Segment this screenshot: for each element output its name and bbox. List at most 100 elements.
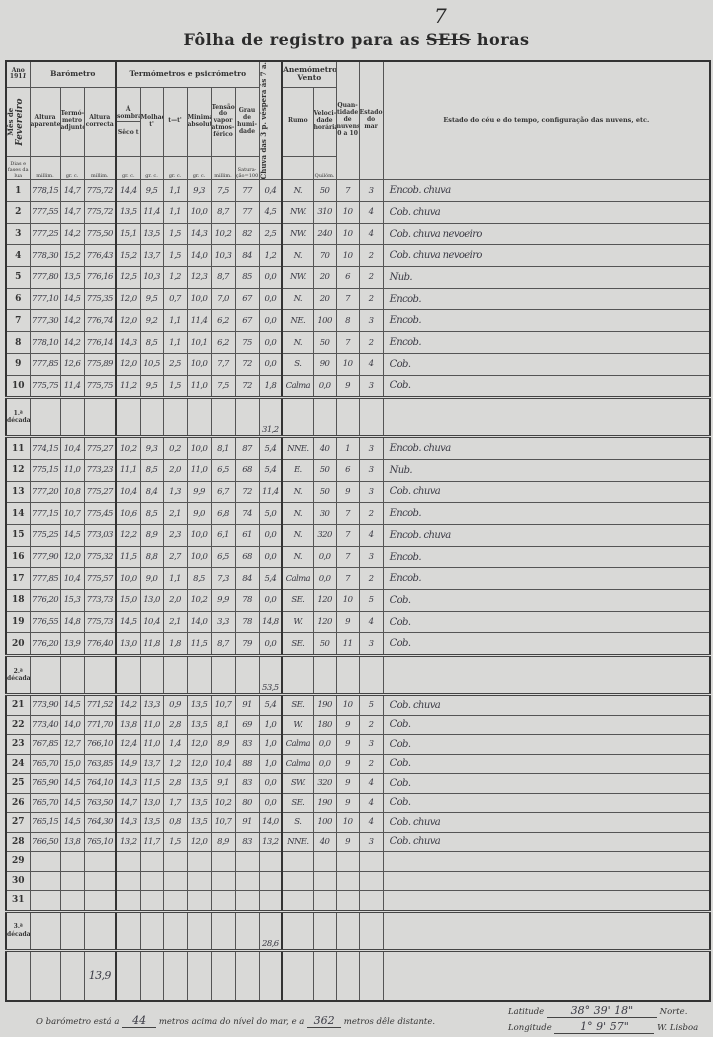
molhado-cell: 9,0 (139, 567, 164, 591)
nuvens-cell: 10 (335, 352, 360, 376)
day-number: 17 (5, 567, 31, 591)
seco-cell: 13,5 (115, 201, 141, 224)
day-number: 12 (5, 458, 31, 482)
minima-cell: 14,3 (186, 222, 212, 246)
total-alt-correcta: 13,9 (83, 948, 117, 1002)
sky-state-cell: Encob. chuva (382, 523, 711, 547)
empty-cell (234, 909, 260, 951)
termometro-adjunto-cell: 12,6 (59, 352, 85, 376)
diff-cell (162, 870, 188, 892)
humidade-cell: 84 (234, 244, 260, 268)
empty-cell (59, 396, 85, 438)
mar-cell: 4 (358, 201, 384, 224)
diff-cell: 2,0 (162, 589, 188, 612)
alt-aparente-cell: 778,15 (29, 179, 61, 203)
day-number: 3 (5, 222, 31, 246)
empty-cell (335, 909, 360, 951)
seco-cell: 15,1 (115, 222, 141, 246)
mar-cell: 3 (358, 831, 384, 853)
nuvens-cell: 6 (335, 266, 360, 289)
alt-correcta-cell: 775,57 (83, 567, 117, 591)
tensao-cell: 7,5 (210, 179, 236, 203)
seco-cell (115, 890, 141, 912)
mar-cell: 5 (358, 589, 384, 612)
tensao-cell: 7,0 (210, 287, 236, 311)
mar-cell: 2 (358, 714, 384, 736)
seco-header: Á sombra Sêco t (115, 86, 141, 157)
humidade-cell: 80 (234, 792, 260, 814)
alt-correcta-cell: 776,74 (83, 309, 117, 333)
mar-cell: 5 (358, 693, 384, 716)
tensao-cell: 8,9 (210, 831, 236, 853)
table-row: 19 776,55 14,8 775,73 14,5 10,4 2,1 14,0 3,3 78 14… (5, 610, 711, 634)
humidade-cell: 78 (234, 610, 260, 634)
termometro-adjunto-header: Termó-metro adjunto (59, 86, 85, 157)
nuvens-cell: 10 (335, 812, 360, 833)
humidade-cell: 91 (234, 812, 260, 833)
seco-cell: 12,5 (115, 266, 141, 289)
alt-correcta-cell: 773,23 (83, 458, 117, 482)
nuvens-cell: 7 (335, 331, 360, 354)
alt-aparente-cell: 777,85 (29, 567, 61, 591)
molhado-cell: 8,8 (139, 545, 164, 569)
day-number: 19 (5, 610, 31, 634)
alt-correcta-cell: 773,03 (83, 523, 117, 547)
nuvens-cell: 7 (335, 179, 360, 203)
tensao-cell: 6,5 (210, 458, 236, 482)
minima-cell: 11,0 (186, 458, 212, 482)
empty-cell (139, 909, 164, 951)
diff-cell: 1,1 (162, 179, 188, 203)
nuvens-cell: 9 (335, 714, 360, 736)
day-number: 6 (5, 287, 31, 311)
month-header: Mês de Fevereiro (5, 86, 31, 157)
termometro-adjunto-cell: 14,5 (59, 773, 85, 794)
diff-cell: 1,5 (162, 244, 188, 268)
minima-cell: 13,5 (186, 812, 212, 833)
empty-cell (5, 948, 31, 1002)
humidade-cell: 67 (234, 309, 260, 333)
mar-cell: 3 (358, 458, 384, 482)
minima-cell: 13,5 (186, 693, 212, 716)
termometro-adjunto-cell (59, 851, 85, 872)
termometro-adjunto-cell: 11,4 (59, 374, 85, 399)
velocidade-cell: 50 (312, 331, 337, 354)
rumo-cell: N. (281, 179, 314, 203)
table-row: 12 775,15 11,0 773,23 11,1 8,5 2,0 11,0 6,5 68 5,4… (5, 458, 711, 482)
diff-cell: 1,1 (162, 309, 188, 333)
rumo-cell: NW. (281, 222, 314, 246)
diff-cell: 2,1 (162, 502, 188, 525)
table-row: 16 777,90 12,0 775,32 11,5 8,8 2,7 10,0 6,5 68 0,0… (5, 545, 711, 569)
empty-cell (59, 654, 85, 696)
empty-cell (115, 396, 141, 438)
empty-cell (115, 909, 141, 951)
nuvens-cell (335, 890, 360, 912)
velocidade-cell (312, 851, 337, 872)
seco-cell: 14,4 (115, 179, 141, 203)
tensao-cell: 6,7 (210, 480, 236, 504)
humidade-cell: 83 (234, 734, 260, 755)
diff-cell: 1,7 (162, 792, 188, 814)
diff-cell: 0,9 (162, 693, 188, 716)
humidade-header: Grau de humi-dade (234, 86, 260, 157)
alt-correcta-cell (83, 890, 117, 912)
tensao-cell: 10,7 (210, 812, 236, 833)
minima-cell: 14,0 (186, 244, 212, 268)
alt-aparente-cell: 776,20 (29, 589, 61, 612)
velocidade-cell: 0,0 (312, 374, 337, 399)
sky-state-cell: Encob. chuva (382, 435, 711, 460)
tensao-cell: 3,3 (210, 610, 236, 634)
alt-aparente-cell: 773,90 (29, 693, 61, 716)
humidade-cell: 68 (234, 458, 260, 482)
termometro-adjunto-cell: 10,4 (59, 567, 85, 591)
rumo-cell: NNE. (281, 831, 314, 853)
alt-aparente-cell: 778,30 (29, 244, 61, 268)
humidade-cell: 74 (234, 502, 260, 525)
table-row: 26 765,70 14,5 763,50 14,7 13,0 1,7 13,5 10,2 80 0… (5, 792, 711, 814)
alt-correcta-cell: 765,10 (83, 831, 117, 853)
diff-cell: 1,1 (162, 331, 188, 354)
minima-cell (186, 851, 212, 872)
seco-cell: 10,4 (115, 480, 141, 504)
humidade-cell: 91 (234, 693, 260, 716)
termometro-adjunto-cell: 10,7 (59, 502, 85, 525)
nuvens-cell: 10 (335, 589, 360, 612)
